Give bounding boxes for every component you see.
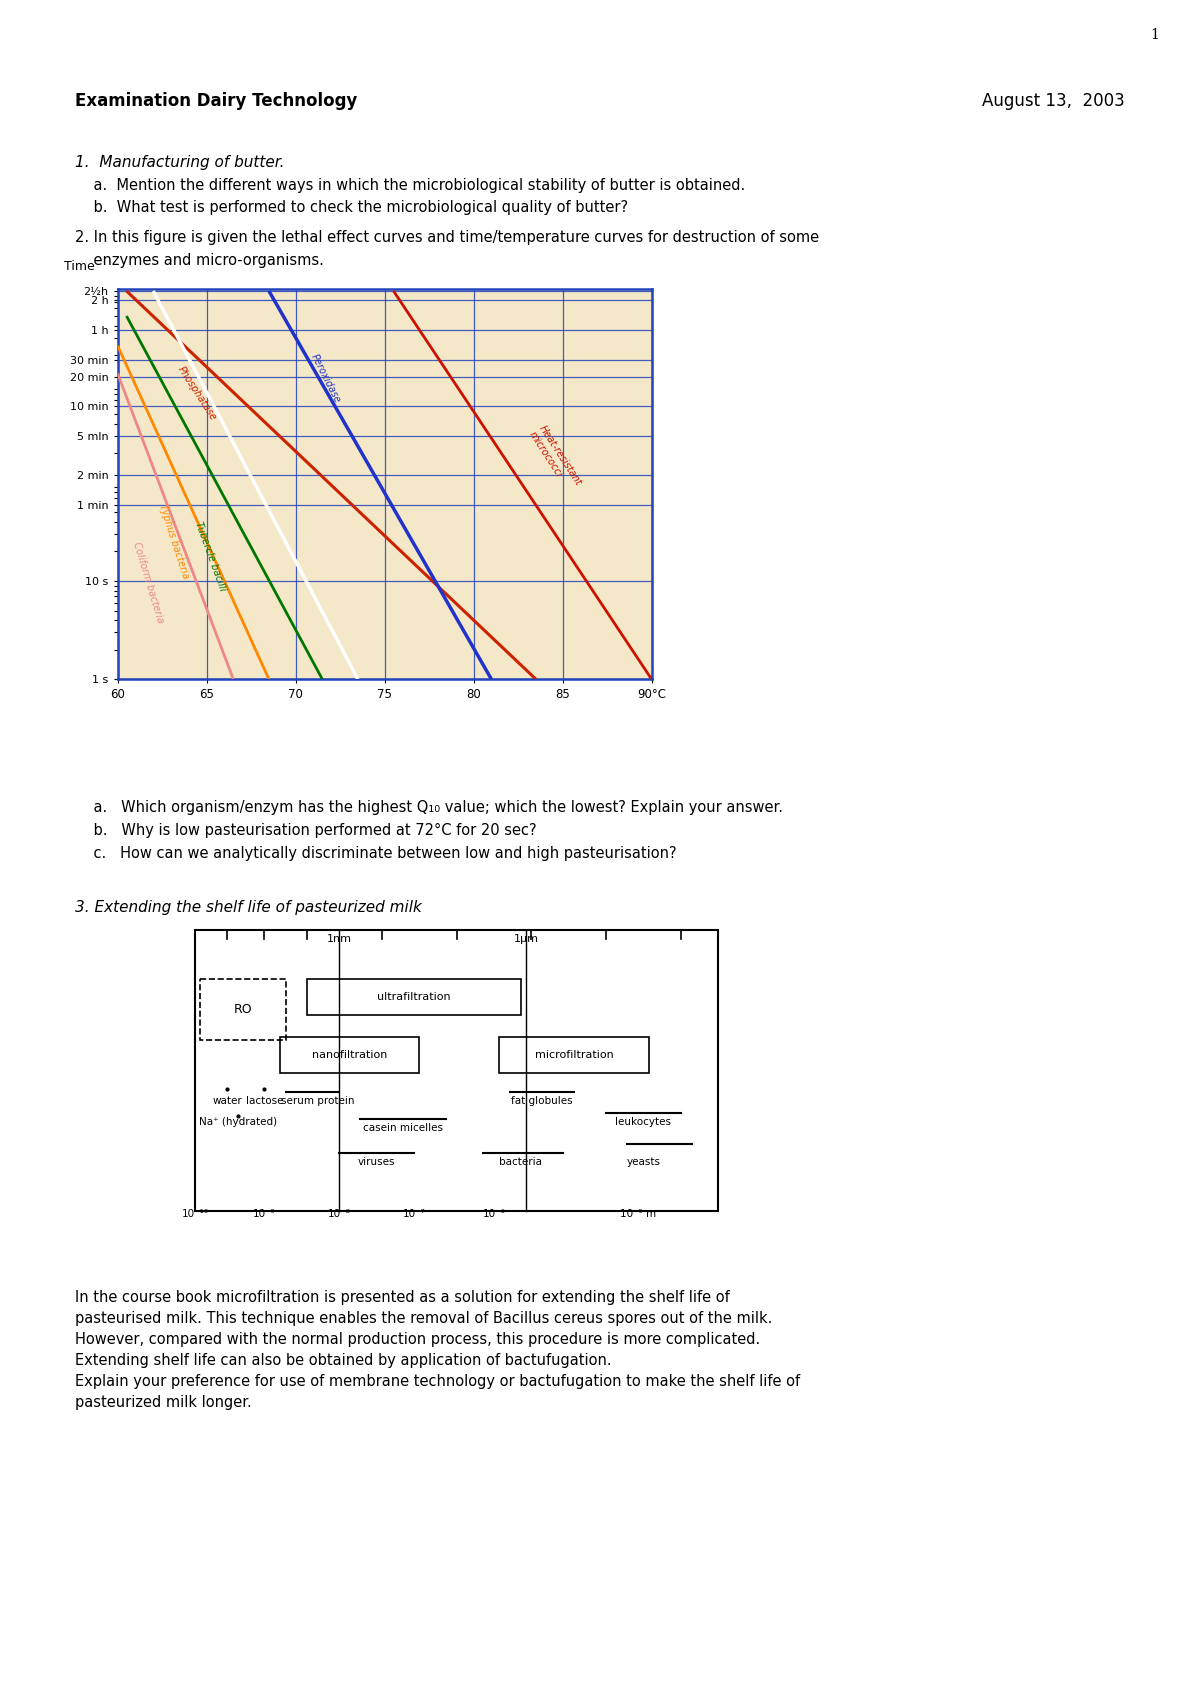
Text: serum protein: serum protein (281, 1095, 354, 1105)
Text: lactose: lactose (246, 1095, 283, 1105)
Text: 2. In this figure is given the lethal effect curves and time/temperature curves : 2. In this figure is given the lethal ef… (74, 229, 820, 245)
Text: Tubercle bacilli: Tubercle bacilli (193, 520, 228, 593)
Text: 10⁻⁹: 10⁻⁹ (253, 1209, 276, 1219)
Text: a.   Which organism/enzym has the highest Q₁₀ value; which the lowest? Explain y: a. Which organism/enzym has the highest … (74, 800, 784, 815)
Text: RO: RO (234, 1004, 252, 1015)
Text: b.   Why is low pasteurisation performed at 72°C for 20 sec?: b. Why is low pasteurisation performed a… (74, 824, 536, 839)
Text: Extending shelf life can also be obtained by application of bactufugation.: Extending shelf life can also be obtaine… (74, 1353, 612, 1369)
Text: Time: Time (65, 260, 95, 273)
Text: 10⁻⁸: 10⁻⁸ (328, 1209, 350, 1219)
Text: Typhus bacteria: Typhus bacteria (157, 503, 191, 581)
Text: 3. Extending the shelf life of pasteurized milk: 3. Extending the shelf life of pasteuriz… (74, 900, 422, 915)
Text: 1nm: 1nm (326, 934, 352, 944)
Text: casein micelles: casein micelles (364, 1124, 443, 1134)
Text: fat globules: fat globules (511, 1095, 572, 1105)
Bar (499, 1037, 649, 1073)
Text: leukocytes: leukocytes (616, 1117, 672, 1127)
Text: August 13,  2003: August 13, 2003 (983, 92, 1126, 110)
Text: 1.  Manufacturing of butter.: 1. Manufacturing of butter. (74, 155, 284, 170)
Text: yeasts: yeasts (626, 1156, 660, 1167)
Text: Peroxidase: Peroxidase (308, 353, 342, 406)
Text: 1μm: 1μm (514, 934, 539, 944)
Text: nanofiltration: nanofiltration (312, 1049, 388, 1060)
Text: Na⁺ (hydrated): Na⁺ (hydrated) (198, 1117, 277, 1127)
Text: pasteurized milk longer.: pasteurized milk longer. (74, 1396, 252, 1409)
Bar (281, 1037, 419, 1073)
Text: Phosphatase: Phosphatase (175, 365, 218, 423)
Bar (200, 978, 286, 1039)
Text: Explain your preference for use of membrane technology or bactufugation to make : Explain your preference for use of membr… (74, 1374, 800, 1389)
Text: ultrafiltration: ultrafiltration (377, 992, 451, 1002)
Bar (307, 978, 521, 1015)
Text: b.  What test is performed to check the microbiological quality of butter?: b. What test is performed to check the m… (74, 200, 628, 216)
Text: However, compared with the normal production process, this procedure is more com: However, compared with the normal produc… (74, 1331, 761, 1347)
Text: bacteria: bacteria (499, 1156, 542, 1167)
Text: Coliform bacteria: Coliform bacteria (131, 540, 164, 625)
Text: In the course book microfiltration is presented as a solution for extending the : In the course book microfiltration is pr… (74, 1290, 730, 1306)
Text: water: water (212, 1095, 242, 1105)
Text: viruses: viruses (358, 1156, 395, 1167)
Text: microfiltration: microfiltration (535, 1049, 613, 1060)
Text: Examination Dairy Technology: Examination Dairy Technology (74, 92, 358, 110)
Text: a.  Mention the different ways in which the microbiological stability of butter : a. Mention the different ways in which t… (74, 178, 745, 194)
Text: c.   How can we analytically discriminate between low and high pasteurisation?: c. How can we analytically discriminate … (74, 846, 677, 861)
Text: 10⁻⁶: 10⁻⁶ (482, 1209, 505, 1219)
Text: enzymes and micro-organisms.: enzymes and micro-organisms. (74, 253, 324, 268)
Text: 10⁻¹⁰: 10⁻¹⁰ (181, 1209, 209, 1219)
Text: Heat-resistant
micrococci: Heat-resistant micrococci (527, 423, 583, 494)
Text: 10⁻⁵ m: 10⁻⁵ m (620, 1209, 656, 1219)
Text: pasteurised milk. This technique enables the removal of Bacillus cereus spores o: pasteurised milk. This technique enables… (74, 1311, 773, 1326)
Text: 10⁻⁷: 10⁻⁷ (402, 1209, 425, 1219)
Text: 1: 1 (1151, 27, 1159, 42)
